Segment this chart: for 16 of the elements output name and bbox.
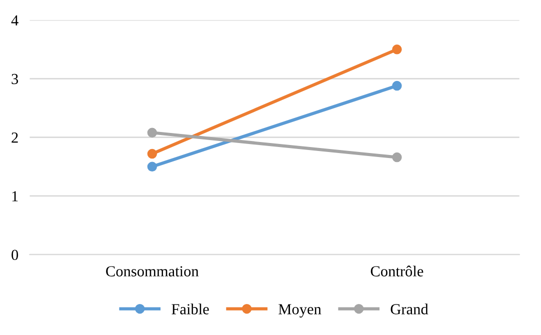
point	[392, 44, 402, 54]
legend-label: Moyen	[278, 304, 322, 318]
point	[147, 128, 158, 138]
x-tick-label: Consommation	[106, 266, 199, 276]
y-tick-label: 4	[11, 15, 18, 26]
y-tick-label: 2	[12, 132, 18, 143]
y-tick-label: 0	[12, 250, 18, 260]
legend-label: Faible	[172, 304, 209, 314]
legend-label: Grand	[390, 304, 428, 314]
point	[147, 162, 158, 172]
y-tick-label: 3	[12, 74, 18, 84]
point	[392, 80, 402, 91]
y-tick-label: 1	[12, 191, 18, 202]
point	[392, 152, 402, 162]
x-tick-label: Contrôle	[370, 266, 424, 276]
point	[147, 148, 158, 159]
